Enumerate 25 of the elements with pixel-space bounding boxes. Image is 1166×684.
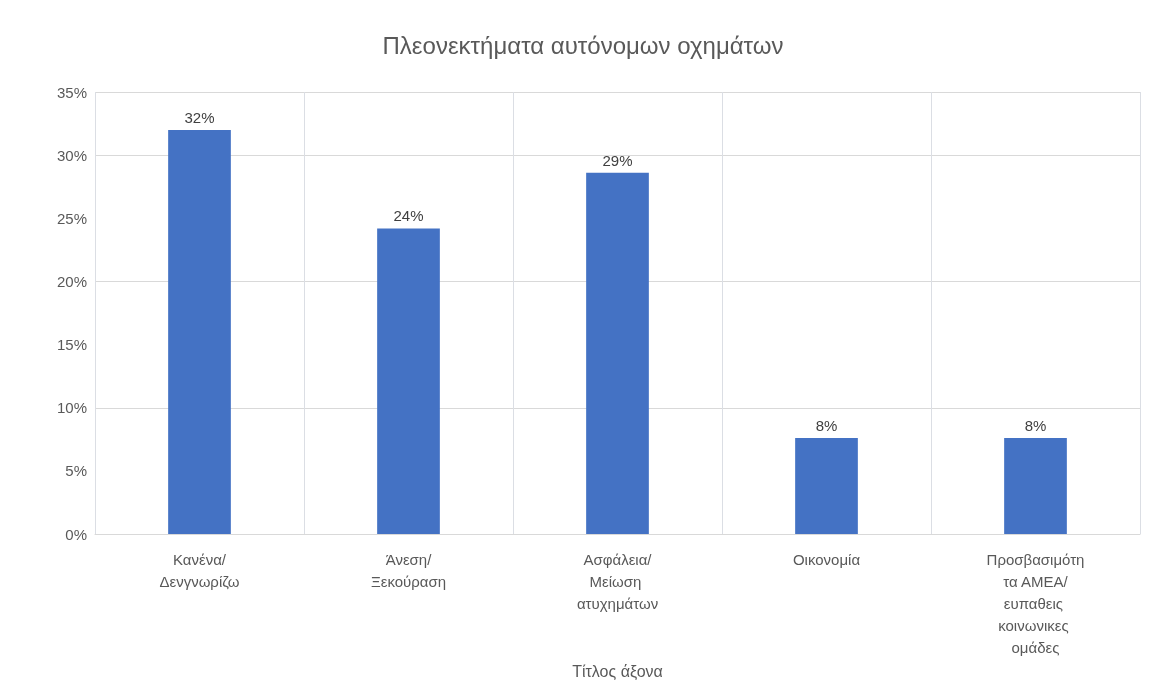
bar: [377, 228, 440, 535]
y-tick-label: 15%: [56, 336, 87, 354]
y-tick-label: 0%: [65, 525, 87, 543]
data-label: 32%: [184, 108, 215, 126]
x-tick-label: Ασφάλεια/Μείωση ατυχημάτων: [576, 550, 659, 612]
data-label: 8%: [1024, 417, 1047, 435]
bar: [586, 172, 649, 535]
bar: [1004, 438, 1067, 535]
y-tick-label: 10%: [56, 399, 87, 417]
x-tick-label: Προσβασιμότητα ΑΜΕΑ/ευπαθεις κοινωνικες ομάδες: [986, 550, 1085, 656]
bar: [168, 129, 231, 535]
data-label: 29%: [602, 151, 633, 169]
x-tick-label: Κανένα/Δενγνωρίζω: [159, 550, 240, 590]
x-axis-title: Τίτλος άξονα: [572, 662, 663, 681]
y-tick-label: 25%: [56, 209, 87, 227]
x-tick-label: Οικονομία: [792, 550, 861, 568]
x-tick-label: Άνεση/Ξεκούραση: [370, 550, 447, 590]
y-tick-label: 5%: [65, 462, 87, 480]
chart-title: Πλεονεκτήματα αυτόνομων οχημάτων: [382, 31, 784, 59]
y-tick-label: 20%: [56, 272, 87, 290]
bar: [795, 438, 858, 535]
data-label: 24%: [393, 207, 424, 225]
data-label: 8%: [815, 417, 838, 435]
y-tick-label: 35%: [56, 83, 87, 101]
y-tick-label: 30%: [56, 146, 87, 164]
